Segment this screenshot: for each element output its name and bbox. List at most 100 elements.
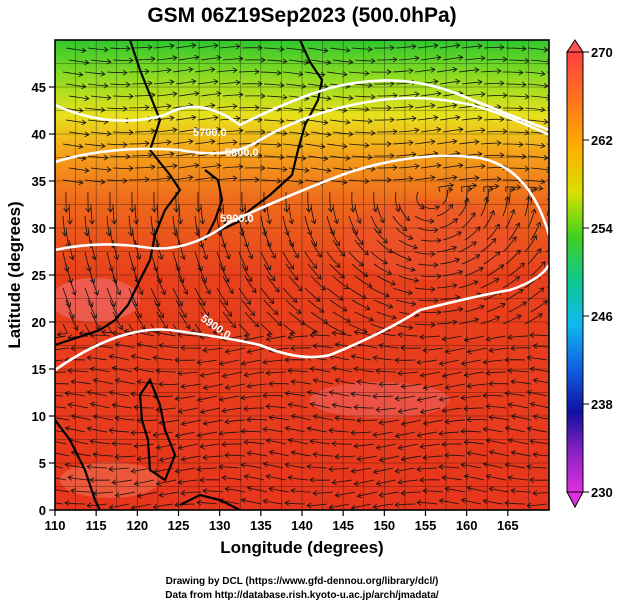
streamline <box>266 59 287 62</box>
streamline-arrowhead <box>284 500 290 507</box>
streamline-arrowhead <box>400 420 407 427</box>
streamline-arrowhead <box>249 310 256 317</box>
streamline <box>401 383 422 388</box>
streamline <box>483 359 504 363</box>
streamline <box>376 239 393 253</box>
streamline <box>266 275 280 293</box>
streamline-arrowhead <box>422 487 428 494</box>
streamline-arrowhead <box>196 499 202 506</box>
streamline-arrowhead <box>480 163 486 170</box>
streamline <box>392 251 412 261</box>
streamline-arrowhead <box>196 396 203 403</box>
streamline-arrowhead <box>488 414 494 421</box>
streamline <box>508 403 529 409</box>
streamline-arrowhead <box>430 67 436 73</box>
streamline-arrowhead <box>46 438 50 443</box>
streamline-arrowhead <box>273 309 279 316</box>
streamline-arrowhead <box>438 360 444 367</box>
streamline-arrowhead <box>499 44 505 51</box>
streamline-arrowhead <box>279 154 285 160</box>
streamline <box>505 186 521 193</box>
streamline-arrowhead <box>70 345 76 351</box>
streamline <box>417 227 438 231</box>
streamline <box>55 359 64 362</box>
streamline <box>486 335 507 340</box>
streamline-arrowhead <box>448 182 455 189</box>
streamline <box>420 164 441 169</box>
streamline <box>436 176 457 181</box>
streamline <box>486 371 507 374</box>
wind-streamlines <box>46 42 558 510</box>
streamline-arrowhead <box>394 432 401 439</box>
streamline-arrowhead <box>408 103 414 110</box>
streamline-arrowhead <box>268 414 274 421</box>
streamline <box>480 238 497 253</box>
streamline <box>112 367 133 373</box>
streamline-arrowhead <box>375 368 381 374</box>
streamline <box>266 239 276 259</box>
streamline <box>480 70 502 73</box>
streamline-arrowhead <box>430 175 436 181</box>
streamline-arrowhead <box>150 56 156 62</box>
contour-5700 <box>55 79 549 132</box>
streamline-arrowhead <box>265 370 271 376</box>
streamline-arrowhead <box>452 283 458 289</box>
streamline-arrowhead <box>553 235 558 240</box>
y-tick-label: 5 <box>39 456 46 471</box>
streamline <box>150 215 155 236</box>
streamline-arrowhead <box>335 262 341 268</box>
streamline-arrowhead <box>309 401 316 408</box>
streamline-arrowhead <box>540 178 546 185</box>
streamline <box>354 203 361 224</box>
streamline-arrowhead <box>475 254 481 260</box>
streamline <box>90 131 111 135</box>
streamline-arrowhead <box>118 324 123 331</box>
streamline <box>225 488 246 493</box>
streamline <box>269 451 290 457</box>
streamline-arrowhead <box>471 182 478 189</box>
streamline-arrowhead <box>411 151 417 158</box>
streamline <box>203 419 224 425</box>
streamline-arrowhead <box>266 242 272 248</box>
japan-coast <box>214 40 324 234</box>
streamline <box>414 176 435 181</box>
streamline-arrowhead <box>177 408 183 414</box>
streamline-arrowhead <box>89 366 95 372</box>
streamline-arrowhead <box>542 300 549 306</box>
streamline-arrowhead <box>309 477 315 483</box>
streamline <box>329 299 347 312</box>
streamline-arrowhead <box>262 392 268 399</box>
streamline <box>131 46 153 49</box>
streamline-arrowhead <box>436 90 442 97</box>
streamline-arrowhead <box>246 348 253 355</box>
streamline <box>423 347 444 351</box>
streamline <box>398 479 419 483</box>
streamline-arrowhead <box>262 461 269 468</box>
streamline <box>55 417 70 421</box>
streamline-arrowhead <box>89 401 96 408</box>
streamline <box>84 287 93 307</box>
korea-coast <box>204 169 224 241</box>
streamline-arrowhead <box>306 426 312 432</box>
streamline <box>153 227 159 248</box>
streamline-arrowhead <box>494 183 500 190</box>
streamline-arrowhead <box>199 408 206 415</box>
streamline <box>219 431 240 435</box>
streamline <box>288 311 305 325</box>
streamline-arrowhead <box>464 197 470 203</box>
streamline-arrowhead <box>133 480 139 487</box>
streamline-arrowhead <box>70 378 76 385</box>
streamline-arrowhead <box>276 178 282 184</box>
streamline-arrowhead <box>466 416 472 423</box>
streamline <box>398 129 419 133</box>
streamline <box>178 203 182 224</box>
streamline <box>263 428 284 433</box>
streamline-arrowhead <box>521 45 527 52</box>
streamline-arrowhead <box>460 360 467 366</box>
streamline <box>354 443 375 447</box>
streamline-arrowhead <box>135 254 142 261</box>
streamline-arrowhead <box>400 490 406 496</box>
streamline <box>483 46 505 49</box>
streamline <box>348 251 364 267</box>
coastlines <box>55 40 324 510</box>
